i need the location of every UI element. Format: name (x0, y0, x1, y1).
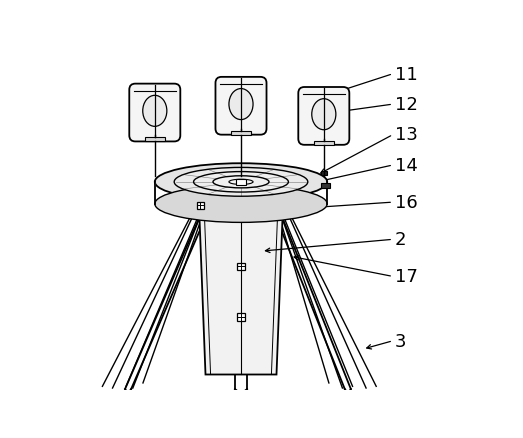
Bar (321, 172, 326, 176)
Bar (237, 263, 245, 270)
Bar (231, 131, 251, 135)
FancyBboxPatch shape (298, 88, 349, 145)
Ellipse shape (155, 186, 327, 223)
Bar (322, 184, 329, 188)
Ellipse shape (174, 168, 308, 197)
Text: 13: 13 (395, 126, 418, 144)
FancyBboxPatch shape (215, 78, 267, 135)
Polygon shape (325, 182, 327, 204)
Bar (314, 141, 334, 145)
Text: 11: 11 (395, 66, 417, 84)
Bar (145, 138, 165, 142)
Ellipse shape (229, 89, 253, 120)
Text: 16: 16 (395, 194, 417, 212)
Ellipse shape (213, 177, 269, 188)
Bar (197, 202, 204, 210)
Bar (236, 180, 246, 185)
Ellipse shape (155, 164, 327, 201)
Ellipse shape (312, 99, 336, 131)
Polygon shape (199, 199, 283, 374)
Bar (237, 314, 245, 321)
FancyBboxPatch shape (129, 85, 180, 142)
Ellipse shape (229, 180, 253, 185)
Ellipse shape (143, 96, 167, 127)
Ellipse shape (194, 172, 288, 193)
Text: 12: 12 (395, 96, 418, 114)
Text: 2: 2 (395, 231, 406, 249)
Text: 17: 17 (395, 268, 418, 286)
Polygon shape (155, 182, 156, 204)
Text: 3: 3 (395, 332, 406, 350)
Text: 14: 14 (395, 156, 418, 174)
